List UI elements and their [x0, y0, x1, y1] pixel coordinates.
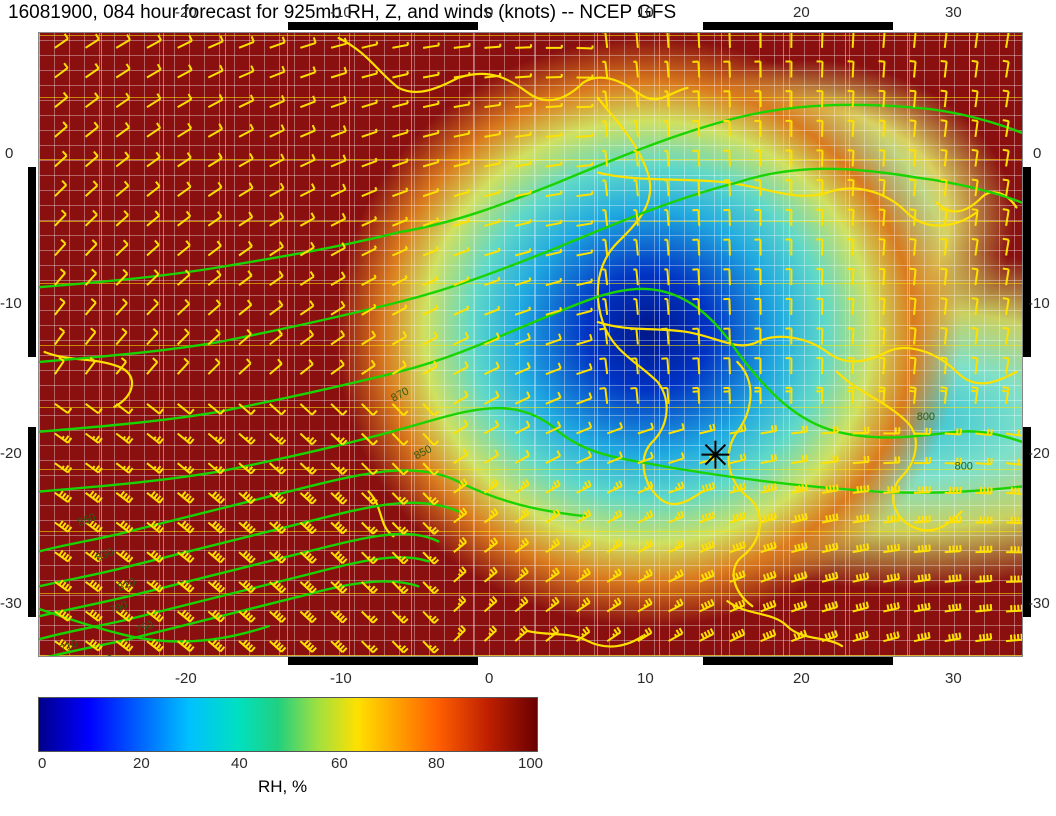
- svg-text:850: 850: [412, 443, 434, 462]
- map-overlay-svg: 870 850 850 830 810 790 750 710 690 670 …: [39, 33, 1022, 656]
- colorbar-title: RH, %: [258, 777, 307, 797]
- svg-text:800: 800: [955, 461, 973, 473]
- top-axis-tick-bar: [288, 22, 478, 30]
- colorbar-container: 0 20 40 60 80 100 RH, %: [38, 697, 558, 752]
- svg-text:830: 830: [94, 546, 115, 564]
- bottom-axis: [38, 657, 1023, 667]
- svg-text:810: 810: [116, 576, 137, 594]
- bottom-axis-tick-bar: [703, 657, 893, 665]
- left-axis-tick-bar: [28, 427, 36, 617]
- top-axis: [38, 22, 1023, 32]
- svg-text:800: 800: [917, 411, 935, 423]
- map-plot-area: 870 850 850 830 810 790 750 710 690 670 …: [38, 32, 1023, 657]
- bottom-axis-tick-bar: [288, 657, 478, 665]
- right-axis-tick-bar: [1023, 167, 1031, 357]
- geopotential-contours: [40, 105, 1022, 656]
- rh-colorbar: [38, 697, 538, 752]
- top-axis-tick-bar: [703, 22, 893, 30]
- right-axis: [1023, 32, 1033, 657]
- svg-text:870: 870: [389, 385, 411, 404]
- svg-text:690: 690: [94, 653, 115, 656]
- station-marker[interactable]: [701, 441, 729, 469]
- left-axis: [28, 32, 38, 657]
- wind-barbs: [55, 33, 1022, 653]
- left-axis-tick-bar: [28, 167, 36, 357]
